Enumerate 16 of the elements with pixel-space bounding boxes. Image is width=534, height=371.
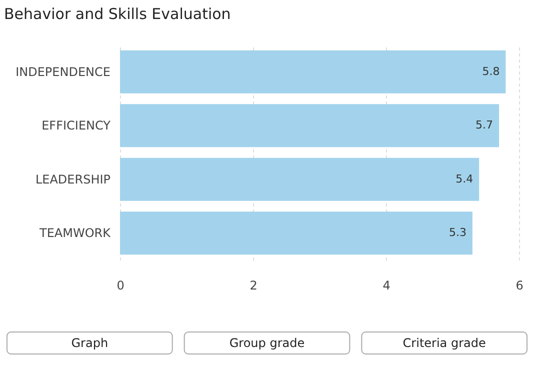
text: Graph: [71, 336, 108, 350]
text: Criteria grade: [402, 336, 486, 350]
data-label: 5.4: [456, 172, 474, 186]
y-tick-label: LEADERSHIP: [35, 172, 110, 186]
x-tick-label: 0: [116, 278, 124, 292]
y-tick-label: EFFICIENCY: [42, 118, 112, 133]
data-label: 5.7: [476, 118, 494, 132]
x-tick-label: 6: [516, 278, 524, 292]
text: Group grade: [229, 336, 305, 350]
y-tick-label: TEAMWORK: [38, 226, 112, 240]
data-label: 5.3: [448, 226, 466, 240]
x-tick-label: 2: [250, 278, 258, 292]
x-tick-label: 4: [382, 278, 390, 292]
chart-title: Behavior and Skills Evaluation: [4, 5, 231, 23]
y-tick-label: INDEPENDENCE: [16, 64, 110, 79]
data-label: 5.8: [482, 64, 500, 78]
